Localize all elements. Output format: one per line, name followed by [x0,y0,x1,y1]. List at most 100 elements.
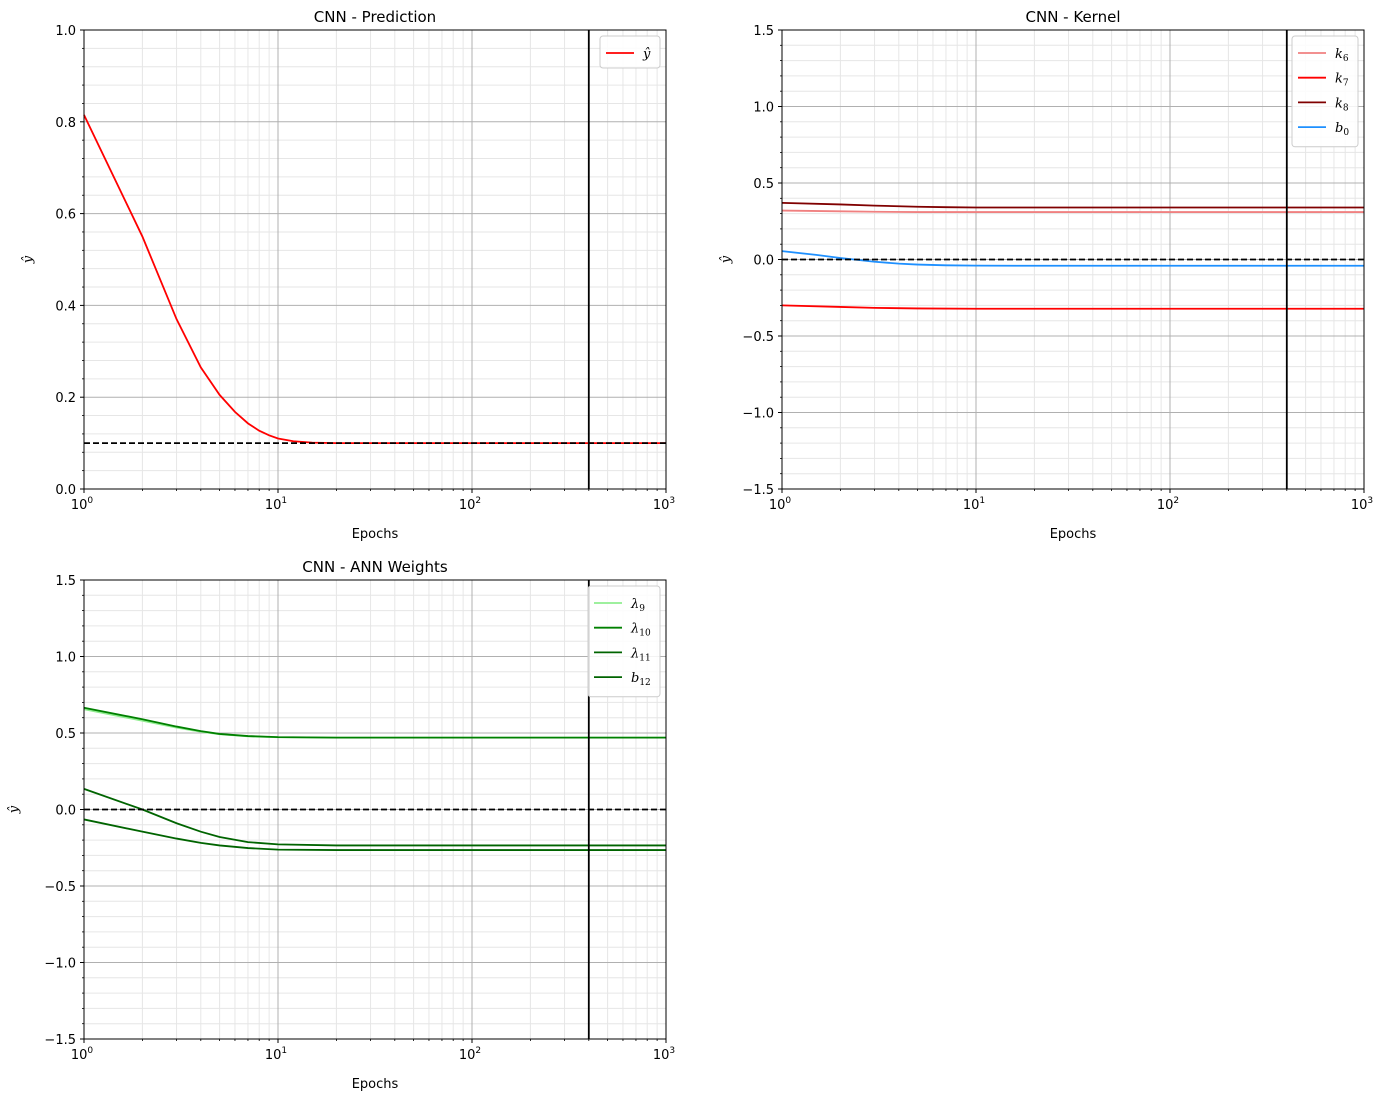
x-tick-label: 102 [459,1046,481,1063]
x-tick-base: 10 [459,1048,476,1063]
x-tick-base: 10 [71,498,88,513]
chart-kernel: 100 101 102 103−1.5−1.0−0.50.00.51.01.5CNN … [719,8,1373,542]
x-tick-base: 10 [265,498,282,513]
x-tick-exponent: 1 [281,496,287,506]
legend-subscript: 6 [1343,54,1349,64]
legend-item-k8: k8 [1298,96,1349,113]
legend-subscript: 12 [639,678,650,688]
x-tick-base: 10 [769,498,786,513]
x-tick-exponent: 2 [475,496,481,506]
legend-symbol: λ [630,597,639,612]
legend-symbol: b [631,671,639,686]
x-tick-base: 10 [1157,498,1174,513]
x-tick-label: 103 [1351,496,1373,513]
axes-frame [83,29,667,490]
y-axis-label: ŷ [7,805,22,814]
series-line-λ11 [83,788,666,847]
x-axis-label: Epochs [352,1077,399,1092]
chart-ann: 100 101 102 103−1.5−1.0−0.50.00.51.01.5CNN … [7,558,675,1092]
series-line-λ10 [83,706,666,739]
legend-item-λ9: λ9 [594,597,645,614]
series-line-ŷ [83,114,666,445]
y-tick-label: −1.5 [742,483,774,498]
x-tick-label: 102 [459,496,481,513]
legend-box [599,35,661,69]
series-line-k8 [781,201,1364,209]
legend-label: ŷ [642,47,651,62]
legend: ŷ [599,35,661,69]
x-tick-base: 10 [459,498,476,513]
chart-title: CNN - Kernel [1026,8,1121,26]
x-tick-exponent: 3 [1367,496,1373,506]
legend-item-b12: b12 [594,671,651,688]
y-tick-label: −1.0 [44,957,76,972]
series-line-k6 [781,209,1364,213]
legend-label: λ10 [630,622,651,639]
legend-box [587,585,661,698]
x-tick-exponent: 0 [87,1046,93,1056]
chart-title: CNN - Prediction [314,8,436,26]
x-tick-label: 100 [71,1046,94,1063]
y-tick-label: 0.8 [55,116,76,131]
x-tick-exponent: 0 [87,496,93,506]
y-tick-label: 1.5 [55,574,76,589]
y-tick-label: 1.0 [55,651,76,666]
y-axis-label: ŷ [21,255,36,264]
x-tick-exponent: 1 [281,1046,287,1056]
y-tick-label: −0.5 [742,330,774,345]
legend-symbol: λ [630,646,639,661]
y-tick-label: 0.5 [55,727,76,742]
legend-label: λ9 [630,597,645,614]
legend-label: b12 [631,671,651,688]
y-tick-label: 0.0 [753,254,774,269]
x-tick-base: 10 [653,498,670,513]
x-axis-label: Epochs [1050,527,1097,542]
legend-item-ŷ: ŷ [606,47,651,62]
y-tick-label: −1.0 [742,407,774,422]
legend-symbol: ŷ [642,47,651,62]
y-tick-label: 0.6 [55,208,76,223]
x-tick-base: 10 [1351,498,1368,513]
y-tick-label: 0.4 [55,299,76,314]
legend-symbol: b [1335,121,1343,136]
legend-item-b0: b0 [1298,121,1349,138]
legend-label: k8 [1335,96,1349,113]
y-tick-label: 1.0 [753,101,774,116]
x-tick-exponent: 1 [979,496,985,506]
legend-item-k6: k6 [1298,47,1349,64]
x-tick-exponent: 3 [669,496,675,506]
legend-symbol: k [1335,72,1343,87]
legend-label: λ11 [630,646,651,663]
legend-label: k7 [1335,72,1349,89]
series-line-k7 [781,304,1364,310]
legend-item-k7: k7 [1298,72,1349,89]
y-tick-label: 0.2 [55,391,76,406]
legend-symbol: λ [630,622,639,637]
legend-symbol: k [1335,96,1343,111]
y-tick-label: −0.5 [44,880,76,895]
legend-label: k6 [1335,47,1349,64]
y-tick-label: 1.5 [753,24,774,39]
x-tick-exponent: 3 [669,1046,675,1056]
x-tick-label: 101 [265,496,287,513]
x-tick-label: 103 [653,496,675,513]
legend-box [1291,35,1359,148]
x-tick-exponent: 2 [475,1046,481,1056]
x-tick-label: 101 [963,496,985,513]
legend-item-λ10: λ10 [594,622,651,639]
legend-subscript: 10 [639,629,651,639]
legend-subscript: 7 [1343,79,1349,89]
series-line-b12 [83,818,666,851]
x-tick-label: 101 [265,1046,287,1063]
legend-subscript: 0 [1343,128,1349,138]
x-tick-exponent: 0 [785,496,791,506]
y-tick-label: 0.0 [55,804,76,819]
chart-title: CNN - ANN Weights [302,558,448,576]
x-tick-label: 102 [1157,496,1179,513]
y-tick-label: −1.5 [44,1033,76,1048]
legend-subscript: 11 [639,653,650,663]
x-tick-base: 10 [653,1048,670,1063]
